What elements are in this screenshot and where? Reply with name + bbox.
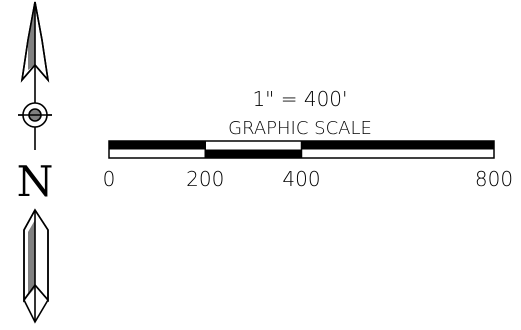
scale-tick-label: 800: [475, 167, 513, 191]
scale-bar-segment-1: [205, 149, 302, 158]
scale-tick-label: 400: [282, 167, 320, 191]
scale-ratio-text: 1" = 400': [252, 87, 347, 111]
scale-tick-labels: 0 200 400 800: [103, 167, 513, 191]
scale-tick-label: 0: [103, 167, 116, 191]
north-arrow-head-fill: [28, 2, 35, 70]
scale-title: GRAPHIC SCALE: [228, 118, 372, 139]
north-arrow-icon: [18, 1, 52, 324]
scale-bar: [108, 140, 495, 159]
north-letter: N: [17, 157, 54, 206]
scale-tick-label: 200: [186, 167, 224, 191]
north-arrow-tail-fill: [28, 220, 35, 296]
scale-bar-segment-0: [109, 141, 206, 150]
scale-bar-segment-2: [301, 141, 494, 150]
